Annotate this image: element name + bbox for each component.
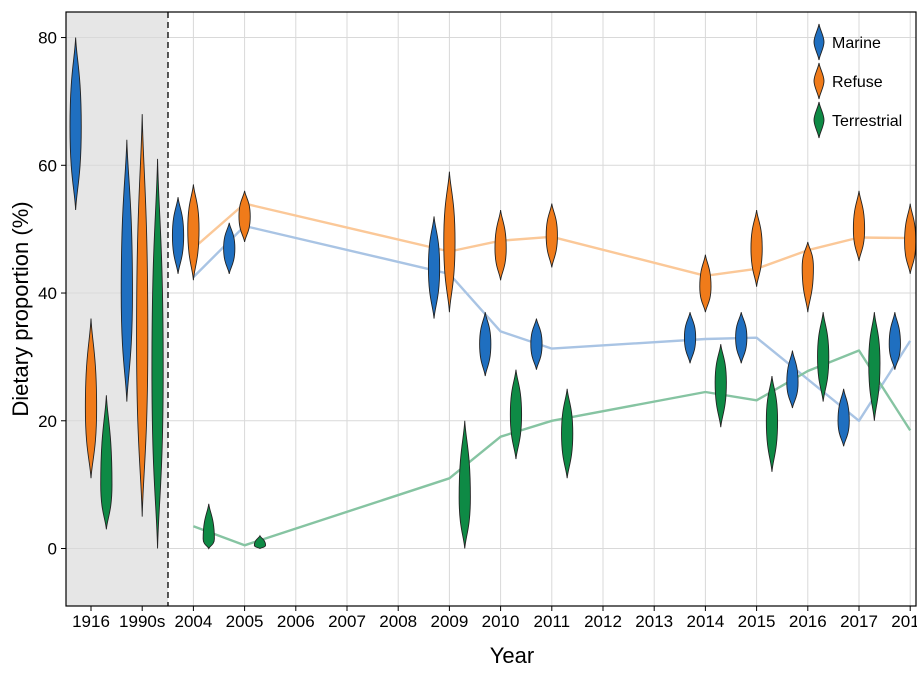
violin-refuse-2017: [852, 190, 866, 262]
violin-marine-2009: [427, 216, 441, 319]
violin-marine-2004: [171, 197, 185, 274]
violin-refuse-2016: [801, 241, 814, 313]
x-tick-label: 2009: [430, 612, 468, 631]
x-axis-title: Year: [490, 643, 534, 668]
y-axis-title: Dietary proportion (%): [8, 201, 33, 416]
x-tick-label: 2008: [379, 612, 417, 631]
violin-marine-2005: [223, 222, 236, 274]
violin-marine-2011: [530, 318, 543, 370]
legend-key-refuse: [813, 62, 825, 100]
legend-label-marine: Marine: [832, 35, 881, 52]
x-tick-label: 1916: [72, 612, 110, 631]
violin-terrestrial-2009: [458, 420, 471, 549]
violin-refuse-1990s: [136, 114, 149, 517]
violin-marine-1990s: [120, 139, 133, 402]
violin-marine-2010: [479, 312, 492, 377]
violin-marine-2018: [888, 312, 901, 370]
violin-refuse-2018: [904, 203, 917, 274]
x-tick-label: 2011: [534, 612, 571, 631]
violin-terrestrial-1916: [100, 395, 113, 530]
violin-terrestrial-2011: [561, 388, 574, 479]
y-axis: 0 20 40 60 80: [38, 29, 66, 559]
legend-label-terrestrial: Terrestrial: [832, 113, 902, 130]
trend-line-marine: [192, 224, 912, 422]
violins: [69, 37, 917, 550]
x-tick-label: 2016: [789, 612, 827, 631]
violin-refuse-2015: [750, 209, 763, 287]
x-tick-label: 2005: [226, 612, 264, 631]
trend-line-terrestrial: [192, 349, 912, 547]
y-tick-label: 80: [38, 29, 57, 48]
x-tick-label: 2004: [174, 612, 212, 631]
violin-refuse-2010: [494, 209, 507, 281]
legend-key-terrestrial: [813, 101, 825, 139]
plot-border: [65, 11, 917, 607]
violin-marine-1916: [69, 37, 82, 211]
y-tick-label: 0: [48, 540, 57, 559]
x-tick-label: 2013: [635, 612, 673, 631]
legend: Marine Refuse Terrestrial: [813, 23, 902, 139]
violin-terrestrial-2015: [765, 376, 779, 472]
violin-refuse-1916: [84, 318, 98, 479]
violin-refuse-2009: [443, 171, 456, 313]
y-tick-label: 20: [38, 412, 57, 431]
x-tick-label: 2010: [482, 612, 520, 631]
violin-marine-2017: [837, 388, 850, 447]
x-tick-label: 2018: [891, 612, 917, 631]
x-tick-label: 2007: [328, 612, 366, 631]
violin-refuse-2011: [545, 203, 558, 268]
violin-refuse-2004: [187, 184, 200, 281]
violin-marine-2016: [786, 350, 799, 409]
violin-terrestrial-2005: [253, 534, 267, 550]
violin-refuse-2005: [238, 190, 251, 243]
violin-terrestrial-2010: [509, 369, 523, 460]
trend-line-refuse: [192, 202, 911, 277]
x-tick-label: 2014: [686, 612, 724, 631]
y-tick-label: 60: [38, 156, 57, 175]
violin-terrestrial-2017: [868, 312, 881, 421]
violin-marine-2014: [683, 312, 697, 364]
x-tick-label: 1990s: [119, 612, 165, 631]
x-tick-label: 2017: [840, 612, 878, 631]
legend-label-refuse: Refuse: [832, 74, 883, 91]
historical-shading: [66, 12, 168, 606]
violin-terrestrial-1990s: [151, 158, 164, 549]
x-axis: 1916 1990s 2004 2005 2006 2007 2008 2009 2010 201…: [72, 606, 917, 631]
violin-terrestrial-2014: [714, 344, 727, 428]
y-tick-label: 40: [38, 284, 57, 303]
violin-terrestrial-2004: [202, 503, 215, 550]
trend-lines: [192, 202, 912, 547]
violin-terrestrial-2016: [817, 312, 830, 402]
x-tick-label: 2012: [584, 612, 622, 631]
x-tick-label: 2006: [277, 612, 315, 631]
grid: [66, 12, 916, 606]
violin-marine-2015: [735, 312, 748, 364]
legend-key-marine: [813, 23, 825, 61]
x-tick-label: 2015: [738, 612, 776, 631]
violin-refuse-2014: [699, 254, 712, 313]
